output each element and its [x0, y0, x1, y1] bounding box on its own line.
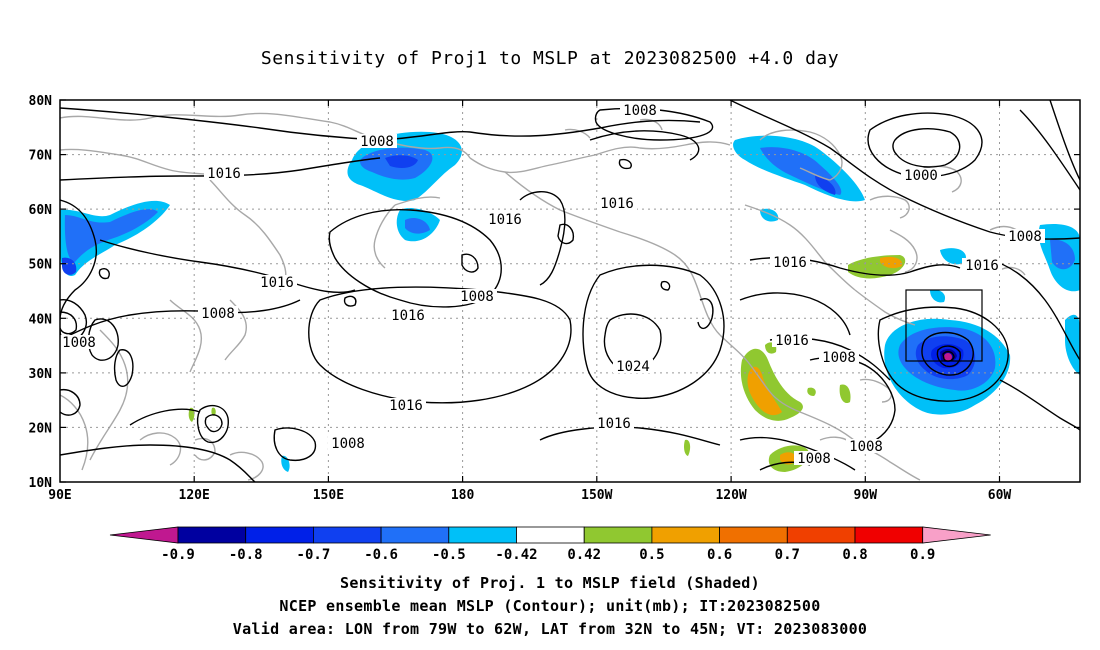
colorbar: -0.9 -0.8 -0.7 -0.6 -0.5 -0.42 0.42 0.5 0.6 0.7 0.…: [109, 526, 991, 563]
coastlines: [60, 112, 1026, 481]
contour-label: 1008: [1008, 229, 1042, 245]
contour-label: 1008: [822, 350, 856, 366]
colorbar-segment: [719, 526, 788, 544]
lon-label: 150W: [581, 488, 612, 503]
colorbar-label: 0.5: [639, 547, 664, 563]
lat-label: 30N: [29, 367, 53, 382]
contour-label: 1016: [773, 255, 807, 271]
colorbar-label: -0.5: [432, 547, 466, 563]
lat-label: 40N: [29, 312, 53, 327]
lon-label: 180: [451, 488, 475, 503]
colorbar-segment: [786, 526, 856, 544]
colorbar-segment: [651, 526, 721, 544]
contour-label: 1016: [260, 275, 294, 291]
lat-label: 70N: [29, 149, 53, 164]
contour-label: 1008: [360, 134, 394, 150]
contour-label: 1016: [965, 258, 999, 274]
contour-label: 1016: [597, 416, 631, 432]
caption-line-1: Sensitivity of Proj. 1 to MSLP field (Sh…: [340, 574, 760, 592]
sensitivity-shading: [60, 131, 1080, 472]
colorbar-label: 0.42: [567, 547, 601, 563]
colorbar-segment: [854, 526, 924, 544]
colorbar-segment: [583, 526, 653, 544]
colorbar-segment: [177, 526, 247, 544]
colorbar-segment: [312, 526, 382, 544]
lon-label: 90E: [48, 488, 71, 503]
colorbar-label: 0.6: [707, 547, 732, 563]
colorbar-label: -0.8: [229, 547, 263, 563]
figure-title: Sensitivity of Proj1 to MSLP at 20230825…: [260, 48, 840, 69]
lon-label: 90W: [854, 488, 878, 503]
colorbar-label: -0.6: [364, 547, 398, 563]
contour-label: 1008: [62, 335, 96, 351]
caption-line-2: NCEP ensemble mean MSLP (Contour); unit(…: [279, 597, 821, 615]
colorbar-label: -0.42: [495, 547, 537, 563]
lat-label: 20N: [29, 421, 53, 436]
colorbar-label: -0.7: [297, 547, 331, 563]
lat-label: 80N: [29, 94, 53, 109]
colorbar-label: -0.9: [161, 547, 195, 563]
lat-label: 60N: [29, 203, 53, 218]
contour-labels: 1008 1008 1016 1016 1016 1000 1008 1016 …: [60, 103, 1045, 467]
contour-label: 1016: [488, 212, 522, 228]
lon-labels: 90E 120E 150E 180 150W 120W 90W 60W: [48, 488, 1011, 503]
lon-label: 60W: [988, 488, 1012, 503]
contour-label: 1016: [391, 308, 425, 324]
lon-label: 120W: [715, 488, 746, 503]
caption-line-3: Valid area: LON from 79W to 62W, LAT fro…: [232, 620, 868, 638]
colorbar-label: 0.8: [842, 547, 867, 563]
contour-label: 1008: [623, 103, 657, 119]
colorbar-label: 0.9: [910, 547, 935, 563]
contour-label: 1008: [849, 439, 883, 455]
colorbar-segment: [380, 526, 450, 544]
colorbar-segment: [245, 526, 314, 544]
contour-label: 1000: [904, 168, 938, 184]
contour-label: 1016: [207, 166, 241, 182]
colorbar-segment: [448, 526, 517, 544]
contour-label: 1024: [616, 359, 650, 375]
lat-label: 50N: [29, 258, 53, 273]
contour-label: 1008: [460, 289, 494, 305]
map-area: 1008 1008 1016 1016 1016 1000 1008 1016 …: [60, 100, 1080, 482]
lon-label: 150E: [313, 488, 344, 503]
map-frame: [59, 99, 1081, 483]
lat-label: 10N: [29, 476, 53, 491]
lon-label: 120E: [179, 488, 210, 503]
colorbar-segment: [516, 526, 585, 544]
colorbar-label: 0.7: [775, 547, 800, 563]
colorbar-min-arrow: [109, 526, 179, 544]
colorbar-max-arrow: [922, 526, 991, 544]
contour-label: 1016: [600, 196, 634, 212]
valid-area-box: [905, 289, 983, 362]
contour-label: 1008: [331, 436, 365, 452]
contour-label: 1016: [775, 333, 809, 349]
ticks: [60, 99, 1080, 483]
contour-label: 1008: [797, 451, 831, 467]
contour-label: 1016: [389, 398, 423, 414]
lat-labels: 80N 70N 60N 50N 40N 30N 20N 10N: [29, 94, 53, 491]
contour-label: 1008: [201, 306, 235, 322]
